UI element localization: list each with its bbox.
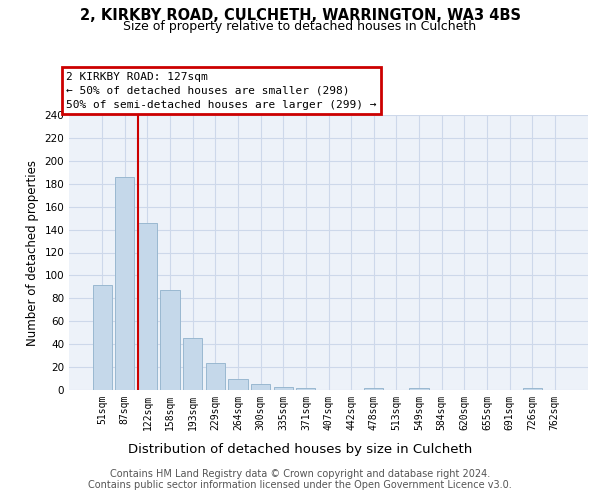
Bar	[138, 222, 157, 390]
Text: 2 KIRKBY ROAD: 127sqm
← 50% of detached houses are smaller (298)
50% of semi-det: 2 KIRKBY ROAD: 127sqm ← 50% of detached …	[67, 72, 377, 110]
Bar	[523, 388, 542, 390]
Text: Contains HM Land Registry data © Crown copyright and database right 2024.: Contains HM Land Registry data © Crown c…	[110, 469, 490, 479]
Text: 2, KIRKBY ROAD, CULCHETH, WARRINGTON, WA3 4BS: 2, KIRKBY ROAD, CULCHETH, WARRINGTON, WA…	[79, 8, 521, 22]
Bar	[115, 177, 134, 390]
Bar	[251, 384, 270, 390]
Bar	[229, 378, 248, 390]
Bar	[206, 362, 225, 390]
Bar	[160, 290, 180, 390]
Y-axis label: Number of detached properties: Number of detached properties	[26, 160, 39, 346]
Text: Contains public sector information licensed under the Open Government Licence v3: Contains public sector information licen…	[88, 480, 512, 490]
Text: Distribution of detached houses by size in Culcheth: Distribution of detached houses by size …	[128, 442, 472, 456]
Bar	[92, 284, 112, 390]
Bar	[296, 388, 316, 390]
Bar	[364, 388, 383, 390]
Bar	[183, 338, 202, 390]
Text: Size of property relative to detached houses in Culcheth: Size of property relative to detached ho…	[124, 20, 476, 33]
Bar	[274, 386, 293, 390]
Bar	[409, 388, 428, 390]
